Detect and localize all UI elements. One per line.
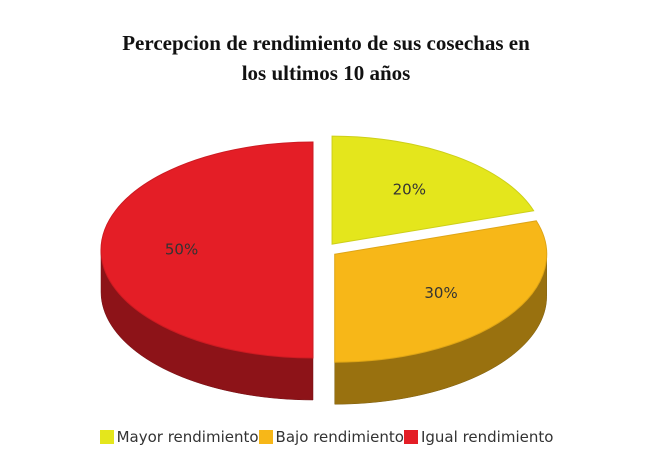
legend-swatch <box>403 430 418 444</box>
slice <box>334 220 548 363</box>
slice-tops <box>100 135 548 363</box>
legend-item: Mayor rendimiento <box>99 428 259 446</box>
legend-swatch <box>258 430 273 444</box>
slice <box>331 135 535 245</box>
legend-label: Bajo rendimiento <box>275 428 404 446</box>
legend-label: Mayor rendimiento <box>116 428 259 446</box>
legend: Mayor rendimiento Bajo rendimiento Igual r… <box>0 428 653 446</box>
data-label: 50% <box>165 241 198 259</box>
data-label: 30% <box>424 284 457 302</box>
legend-item: Igual rendimiento <box>403 428 554 446</box>
slice <box>100 141 314 359</box>
legend-swatch <box>99 430 114 444</box>
data-label: 20% <box>393 181 426 199</box>
legend-item: Bajo rendimiento <box>258 428 404 446</box>
chart-title: Percepcion de rendimiento de sus cosecha… <box>122 31 530 85</box>
legend-label: Igual rendimiento <box>420 428 554 446</box>
